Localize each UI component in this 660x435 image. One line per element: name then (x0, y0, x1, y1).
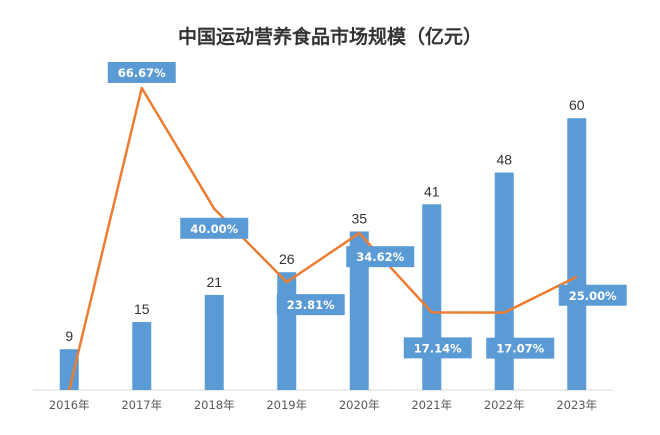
bar-value-label: 26 (279, 251, 295, 267)
growth-value-label: 17.07% (496, 342, 544, 356)
bar-value-label: 60 (569, 97, 585, 113)
data-label-box (107, 61, 176, 83)
bar-value-label: 41 (424, 183, 440, 199)
data-label-box (346, 246, 415, 268)
bar-value-label: 21 (206, 274, 222, 290)
data-label-box (180, 217, 249, 239)
growth-line (68, 86, 578, 391)
data-label-box (403, 337, 472, 359)
x-tick-label: 2019年 (266, 398, 307, 412)
bar (59, 349, 79, 390)
data-label-box (486, 337, 555, 359)
bar-value-label: 35 (351, 210, 367, 226)
data-label-box (276, 294, 345, 316)
chart-title: 中国运动营养食品市场规模（亿元） (177, 26, 482, 48)
bar (422, 204, 442, 390)
x-tick-label: 2017年 (121, 398, 162, 412)
bar-value-label: 15 (134, 301, 150, 317)
bar (494, 172, 514, 390)
x-tick-label: 2018年 (194, 398, 235, 412)
data-label-box (558, 284, 627, 306)
bar (567, 118, 587, 390)
x-tick-label: 2021年 (411, 398, 452, 412)
growth-value-label: 66.67% (118, 66, 166, 80)
x-tick-label: 2020年 (339, 398, 380, 412)
growth-value-label: 17.14% (414, 341, 462, 355)
bar (132, 322, 152, 390)
x-tick-label: 2016年 (49, 398, 90, 412)
x-tick-label: 2022年 (484, 398, 525, 412)
bar-value-label: 9 (65, 328, 73, 344)
bar (349, 231, 369, 390)
growth-value-label: 25.00% (569, 289, 617, 303)
bar-value-label: 48 (496, 152, 512, 168)
growth-value-label: 34.62% (356, 250, 404, 264)
bar (277, 272, 297, 390)
growth-value-label: 23.81% (287, 298, 335, 312)
bar (204, 294, 224, 390)
growth-value-label: 40.00% (190, 222, 238, 236)
x-tick-label: 2023年 (556, 398, 597, 412)
